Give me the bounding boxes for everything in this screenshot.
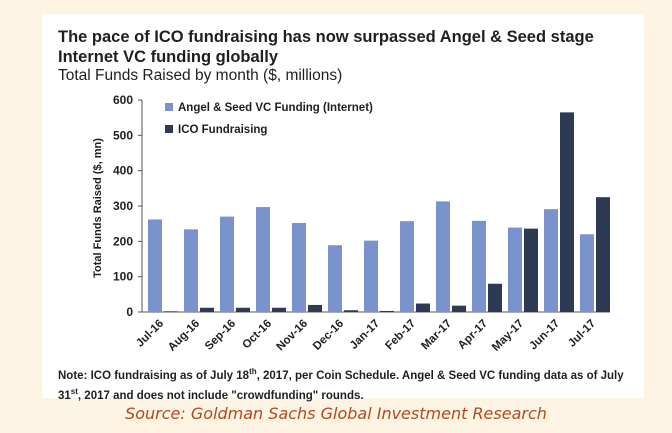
x-tick-label: Jun-17 [527, 318, 562, 353]
bar-angel-seed [364, 240, 378, 312]
chart-title: The pace of ICO fundraising has now surp… [58, 28, 594, 66]
legend-label: Angel & Seed VC Funding (Internet) [178, 102, 373, 114]
y-axis-label: Total Funds Raised ($, mn) [92, 138, 104, 278]
x-tick-label: Jul-16 [134, 318, 166, 350]
x-tick-labels: Jul-16 Aug-16 Sep-16 Oct-16 Nov-16 Dec-16 Jan-… [134, 318, 598, 354]
bar-ico [416, 303, 430, 312]
y-tick-label: 600 [113, 93, 133, 107]
x-tick-label: Apr-17 [456, 318, 490, 352]
x-tick-label: May-17 [490, 318, 526, 354]
x-tick-label: Sep-16 [203, 318, 238, 353]
legend-label: ICO Fundraising [178, 124, 267, 136]
x-tick-label: Feb-17 [383, 318, 418, 353]
bar-ico [380, 310, 394, 312]
bar-ico [524, 228, 538, 312]
bar-angel-seed [436, 201, 450, 312]
y-tick-labels: 0 100 200 300 400 500 600 [113, 93, 133, 319]
footnote-part-3: , 2017 and does not include "crowdfundin… [77, 389, 364, 402]
x-tick-label: Dec-16 [311, 318, 346, 353]
y-tick-label: 200 [113, 234, 133, 248]
bar-ico [488, 283, 502, 312]
footnote: Note: ICO fundraising as of July 18th, 2… [58, 364, 638, 404]
bar-angel-seed [220, 216, 234, 312]
bar-angel-seed [184, 229, 198, 312]
bar-angel-seed [472, 220, 486, 312]
x-tick-label: Jan-17 [348, 318, 382, 352]
footnote-superscript-2: st [70, 386, 78, 396]
bar-angel-seed [148, 219, 162, 312]
bar-ico [560, 112, 574, 312]
bar-ico [200, 307, 214, 312]
legend-swatch [165, 125, 173, 133]
bar-angel-seed [256, 207, 270, 312]
chart-legend: Angel & Seed VC Funding (Internet) ICO Fu… [165, 102, 373, 136]
bar-ico [236, 307, 250, 312]
bar-ico [344, 310, 358, 312]
bar-ico [452, 305, 466, 312]
bar-angel-seed [508, 227, 522, 312]
chart-bars [148, 112, 610, 312]
chart-subtitle: Total Funds Raised by month ($, millions… [58, 67, 343, 84]
y-tick-label: 100 [113, 270, 133, 284]
legend-swatch [165, 103, 173, 111]
y-tick-label: 400 [113, 164, 133, 178]
x-tick-label: Jul-17 [566, 318, 598, 350]
footnote-part-1: Note: ICO fundraising as of July 18 [58, 369, 250, 382]
y-tick-label: 0 [126, 305, 133, 319]
bar-angel-seed [580, 234, 594, 312]
footnote-part-2: , 2017, per Coin Schedule. Angel & Seed … [58, 369, 624, 402]
x-tick-label: Aug-16 [166, 318, 202, 354]
x-tick-label: Mar-17 [419, 318, 454, 353]
bar-angel-seed [292, 222, 306, 312]
x-tick-label: Nov-16 [275, 318, 311, 354]
bar-angel-seed [328, 245, 342, 312]
bar-ico [164, 311, 178, 312]
x-tick-label: Oct-16 [240, 318, 274, 352]
bar-ico [272, 307, 286, 312]
bar-ico [596, 197, 610, 312]
bar-ico [308, 304, 322, 312]
bar-angel-seed [544, 209, 558, 312]
source-caption: Source: Goldman Sachs Global Investment … [125, 404, 547, 423]
y-tick-label: 300 [113, 199, 133, 213]
footnote-superscript-1: th [249, 367, 257, 376]
bar-angel-seed [400, 221, 414, 312]
y-tick-label: 500 [113, 128, 133, 142]
